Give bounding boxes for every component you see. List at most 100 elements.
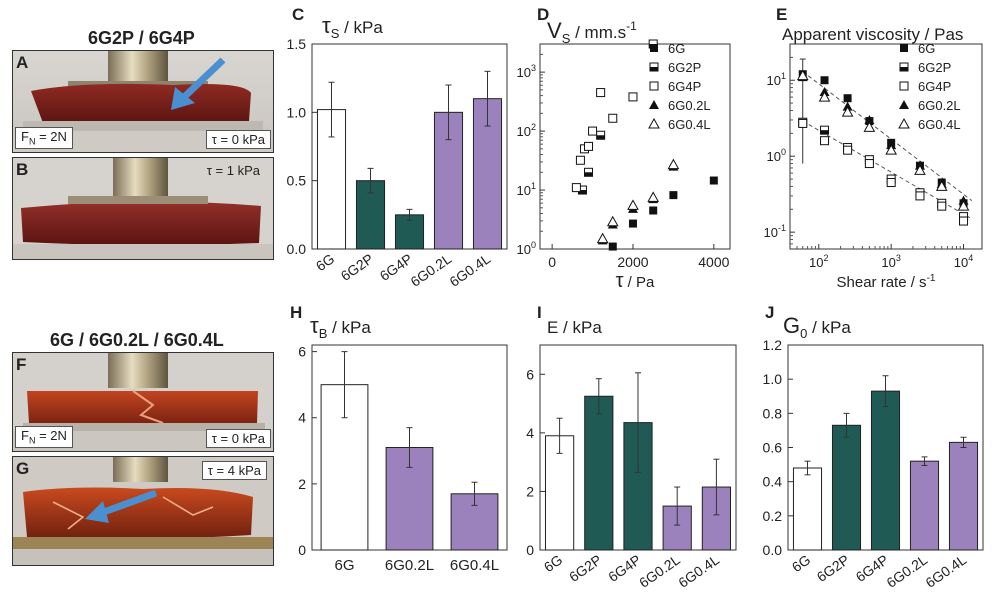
marker-filled-square: [628, 219, 637, 228]
y-tick-label: 0.6: [763, 440, 783, 456]
title-unit: / kPa: [327, 318, 371, 337]
x-tick-label: 6G0.2L: [407, 250, 454, 290]
marker-filled-square: [900, 44, 908, 52]
x-tick-label: 6G0.2L: [385, 557, 434, 574]
marker-open-square: [899, 81, 909, 91]
title-unit: / kPa: [339, 18, 383, 37]
marker-open-square: [575, 155, 585, 165]
marker-open-square: [798, 118, 808, 128]
marker-open-square: [608, 113, 618, 123]
marker-open-square: [596, 88, 606, 98]
marker-filled-triangle: [649, 100, 659, 109]
bar: [831, 424, 862, 551]
chart-title: τB / kPa: [310, 313, 371, 341]
panel-letter-j: J: [765, 303, 774, 322]
tick-exponent: 0: [781, 147, 786, 157]
x-axis-label: Shear rate / s-1: [837, 273, 936, 291]
tick-base: 10: [767, 149, 781, 164]
tick-exponent: 2: [824, 253, 829, 263]
group-title-2: 6G / 6G0.2L / 6G0.4L: [50, 330, 224, 350]
photo-panel-f: F FN = 2N τ = 0 kPa: [12, 352, 274, 452]
title-subscript: S: [331, 26, 340, 41]
stress-label-g: τ = 4 kPa: [201, 461, 267, 480]
title-symbol: τ: [310, 313, 319, 338]
legend-entry: 6G2P: [668, 60, 701, 75]
tick-exponent: 4: [968, 253, 973, 263]
y-tick-label: 0.2: [763, 508, 783, 524]
y-tick-label: 0.4: [763, 474, 783, 490]
marker-open-triangle: [667, 158, 680, 170]
x-tick-label: 6G: [789, 551, 813, 575]
y-tick-label: 100: [767, 147, 786, 164]
chart-title: G0 / kPa: [783, 313, 851, 341]
panel-letter-d: D: [537, 5, 549, 24]
legend-entry: 6G0.2L: [668, 98, 711, 113]
y-tick-label: 2: [526, 483, 534, 499]
bar: [909, 460, 940, 551]
title-subscript: 0: [800, 326, 807, 341]
marker-open-triangle: [596, 232, 609, 244]
marker-open-square: [915, 191, 925, 201]
tick-base: 10: [954, 255, 968, 270]
x-tick-label: 6G2P: [338, 250, 377, 284]
marker-filled-square: [649, 206, 658, 215]
force-label-a: FN = 2N: [15, 127, 73, 149]
marker-open-triangle: [606, 215, 619, 227]
marker-filled-square: [843, 94, 852, 103]
legend-entry: 6G0.2L: [918, 98, 961, 113]
marker-half-fill: [578, 190, 587, 195]
x-tick-label: 6G: [334, 557, 354, 574]
marker-filled-square: [669, 191, 678, 200]
title-subscript: B: [319, 326, 328, 341]
y-tick-label: 10-1: [764, 223, 786, 240]
photo-panel-b: B τ = 1 kPa: [12, 157, 274, 260]
tick-base: 10: [767, 73, 781, 88]
panel-letter-f: F: [16, 355, 27, 374]
panel-letter-c: C: [292, 5, 304, 24]
panel-letter-e: E: [776, 5, 787, 24]
y-tick-label: 100: [517, 240, 536, 257]
x-tick-label: 103: [881, 253, 900, 270]
marker-half-fill: [584, 172, 593, 177]
marker-open-square: [886, 178, 896, 188]
legend-entry: 6G2P: [918, 60, 951, 75]
force-label-f: FN = 2N: [15, 426, 73, 448]
marker-open-square: [843, 145, 853, 155]
chart-title: E / kPa: [547, 318, 602, 337]
marker-open-square: [864, 159, 874, 169]
tick-base: 10: [881, 255, 895, 270]
x-tick-label: 6G0.4L: [446, 250, 493, 290]
chart-title: τS / kPa: [322, 13, 383, 41]
x-tick-label: 6G0.4L: [922, 551, 969, 591]
marker-open-triangle: [957, 200, 970, 211]
x-tick-label: 6G0.2L: [883, 551, 930, 591]
marker-open-triangle: [863, 121, 876, 132]
legend-entry: 6G4P: [668, 79, 701, 94]
marker-open-square: [959, 216, 969, 226]
marker-open-triangle: [898, 117, 910, 129]
marker-open-triangle: [627, 199, 639, 210]
x-tick-label: 102: [809, 253, 828, 270]
x-tick-label: 6G: [541, 551, 565, 575]
marker-open-square: [588, 126, 598, 136]
marker-open-square: [820, 136, 830, 146]
panel-letter-h: H: [290, 303, 302, 322]
y-tick-label: 1.0: [763, 371, 783, 387]
bar: [584, 395, 614, 551]
x-tick-label: 4000: [698, 254, 729, 270]
marker-open-triangle: [935, 180, 948, 191]
marker-half-fill: [596, 135, 605, 140]
title-symbol: V: [547, 18, 562, 43]
title-unit: / kPa: [807, 318, 851, 337]
marker-open-triangle: [818, 91, 831, 102]
x-axis-label: τ / Pa: [616, 270, 655, 292]
y-tick-label: 1.5: [287, 36, 307, 52]
panel-letter-a: A: [16, 53, 29, 72]
x-tick-label: 6G2P: [814, 551, 853, 585]
x-tick-label: 104: [954, 253, 973, 270]
y-tick-label: 101: [767, 71, 786, 88]
tick-exponent: 3: [896, 253, 901, 263]
